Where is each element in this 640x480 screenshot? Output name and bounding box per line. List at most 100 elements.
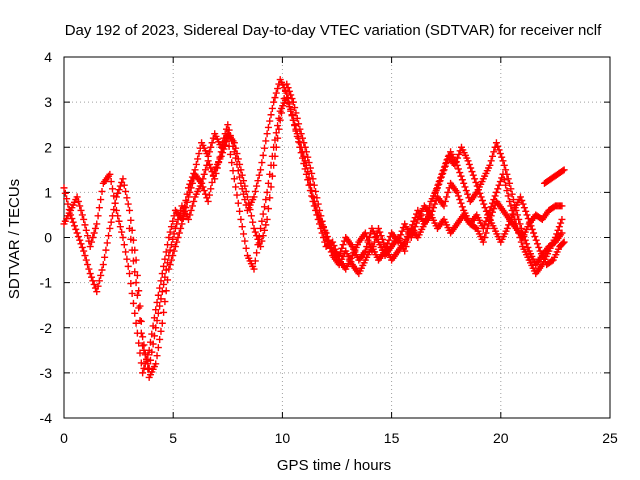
data-point bbox=[285, 87, 293, 95]
data-point bbox=[226, 150, 234, 158]
data-point bbox=[258, 217, 266, 225]
data-point bbox=[173, 220, 181, 228]
data-point bbox=[517, 238, 525, 246]
data-point bbox=[485, 220, 493, 228]
data-point bbox=[69, 218, 77, 226]
data-point bbox=[253, 249, 261, 257]
data-point bbox=[313, 211, 321, 219]
data-point bbox=[284, 84, 292, 92]
data-point bbox=[300, 159, 308, 167]
data-point bbox=[254, 241, 262, 249]
data-point bbox=[160, 262, 168, 270]
data-point bbox=[157, 327, 165, 335]
data-point bbox=[250, 193, 258, 201]
data-point bbox=[170, 247, 178, 255]
data-point bbox=[225, 142, 233, 150]
data-point bbox=[298, 134, 306, 142]
data-point bbox=[309, 197, 317, 205]
data-point bbox=[267, 183, 275, 191]
data-point bbox=[95, 277, 103, 285]
data-point bbox=[455, 150, 463, 158]
data-point bbox=[73, 229, 81, 237]
data-point bbox=[126, 270, 134, 278]
data-point bbox=[200, 187, 208, 195]
data-point bbox=[251, 257, 259, 265]
data-point bbox=[270, 143, 278, 151]
data-point bbox=[264, 179, 272, 187]
data-point bbox=[327, 248, 335, 256]
data-point bbox=[127, 235, 135, 243]
data-point bbox=[454, 165, 462, 173]
data-point bbox=[458, 203, 466, 211]
data-point bbox=[137, 317, 145, 325]
data-point bbox=[123, 255, 131, 263]
data-point bbox=[169, 235, 177, 243]
data-point bbox=[82, 226, 90, 234]
data-point bbox=[500, 176, 508, 184]
data-point bbox=[456, 169, 464, 177]
data-point bbox=[154, 291, 162, 299]
data-point bbox=[438, 170, 446, 178]
data-point bbox=[275, 114, 283, 122]
data-point bbox=[363, 233, 371, 241]
data-point bbox=[246, 206, 254, 214]
data-point bbox=[302, 148, 310, 156]
data-point bbox=[183, 198, 191, 206]
data-point bbox=[378, 235, 386, 243]
data-point bbox=[119, 234, 127, 241]
data-point bbox=[453, 188, 461, 196]
data-point bbox=[477, 193, 485, 201]
data-point bbox=[266, 117, 274, 125]
y-tick-label: 0 bbox=[44, 230, 52, 246]
data-point bbox=[308, 192, 316, 200]
data-point bbox=[128, 246, 136, 254]
data-point bbox=[158, 319, 166, 327]
data-point bbox=[464, 157, 472, 165]
data-point bbox=[309, 175, 317, 183]
data-point bbox=[490, 205, 498, 213]
data-point bbox=[558, 215, 566, 223]
data-point bbox=[317, 212, 325, 220]
data-point bbox=[82, 256, 90, 264]
data-point bbox=[255, 233, 263, 241]
data-point bbox=[171, 243, 179, 251]
data-point bbox=[85, 265, 93, 273]
data-point bbox=[456, 196, 464, 204]
data-point bbox=[76, 236, 84, 244]
data-point bbox=[94, 282, 102, 290]
y-tick-label: 4 bbox=[44, 49, 52, 65]
data-point bbox=[283, 94, 291, 102]
data-point bbox=[314, 215, 322, 223]
data-point bbox=[137, 359, 145, 367]
data-point bbox=[331, 245, 339, 253]
data-point bbox=[162, 287, 170, 295]
data-point bbox=[120, 241, 128, 249]
data-point bbox=[330, 242, 338, 250]
data-point bbox=[81, 221, 89, 229]
data-point bbox=[251, 187, 259, 195]
data-point bbox=[148, 348, 156, 356]
data-point bbox=[464, 190, 472, 198]
data-point bbox=[110, 206, 118, 214]
data-point bbox=[192, 160, 200, 168]
data-point bbox=[184, 215, 192, 223]
data-point bbox=[262, 137, 270, 145]
data-point bbox=[507, 202, 515, 210]
data-point bbox=[266, 170, 274, 178]
data-point bbox=[532, 236, 540, 244]
data-point bbox=[219, 149, 227, 157]
data-point bbox=[291, 104, 299, 112]
data-point bbox=[174, 234, 182, 241]
data-point bbox=[126, 206, 134, 214]
data-point bbox=[428, 207, 436, 215]
data-point bbox=[250, 224, 258, 232]
data-point bbox=[153, 317, 161, 325]
data-point bbox=[481, 204, 489, 212]
data-point bbox=[361, 229, 369, 237]
data-point bbox=[365, 240, 373, 248]
data-point bbox=[195, 150, 203, 158]
x-tick-label: 20 bbox=[493, 430, 509, 446]
data-point bbox=[524, 243, 532, 251]
data-point bbox=[302, 170, 310, 178]
data-point bbox=[263, 130, 271, 138]
